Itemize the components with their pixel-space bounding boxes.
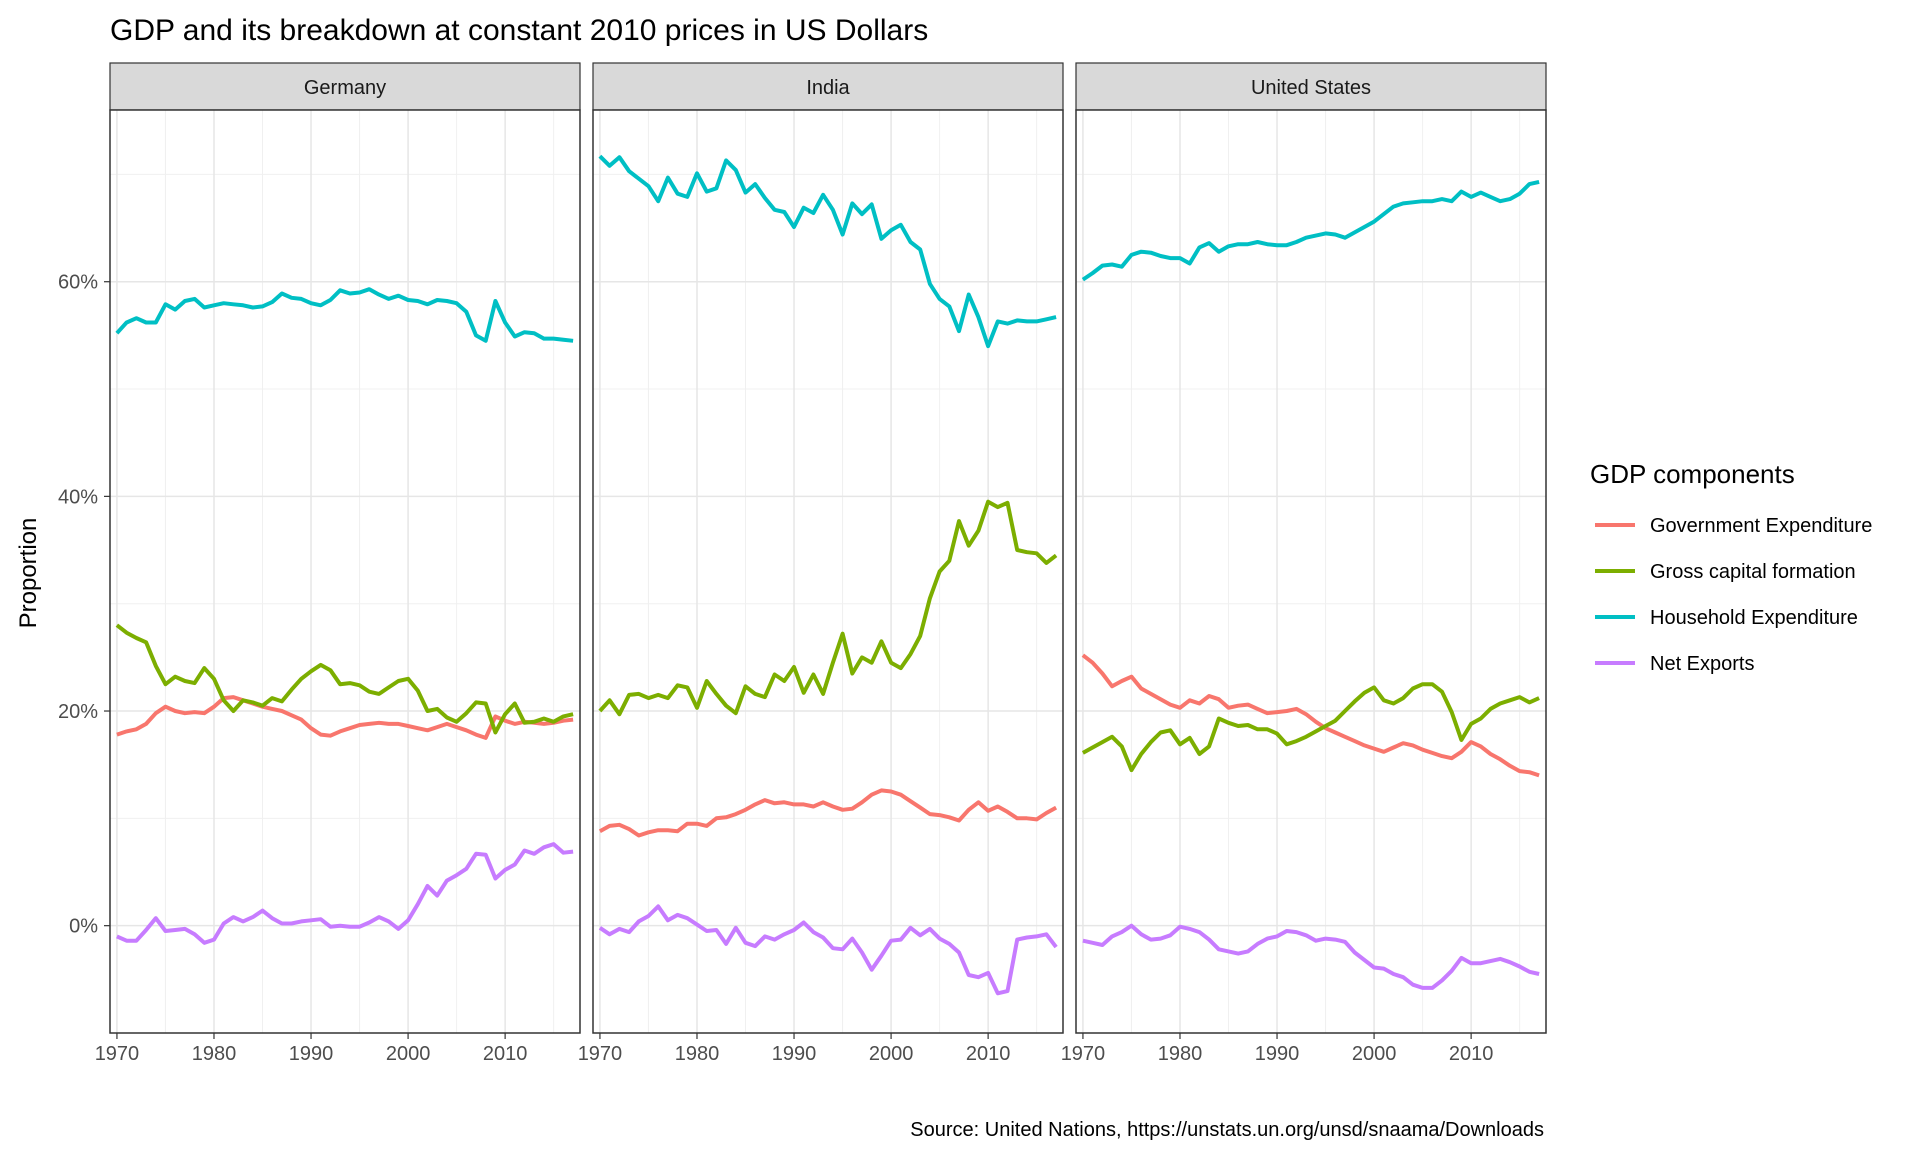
panel-border (592, 109, 1064, 1034)
y-tick-label: 0% (69, 916, 98, 938)
series-line-net-exports (1082, 923, 1540, 990)
panel-background (1076, 110, 1546, 1033)
x-tick-label: 1980 (675, 1043, 720, 1065)
x-tick-label: 2000 (1352, 1043, 1397, 1065)
legend-item: Net Exports (1595, 653, 1754, 675)
x-tick-label: 2010 (966, 1043, 1011, 1065)
legend-label: Household Expenditure (1650, 607, 1858, 629)
panel-border (109, 109, 581, 1034)
series-line-net-exports (116, 842, 574, 945)
panel-india: India 1970 1980 1990 2000 2010 (578, 62, 1064, 1065)
y-axis: 0% 20% 40% 60% (58, 272, 110, 938)
x-tick-label: 1970 (578, 1043, 623, 1065)
y-tick-label: 40% (58, 486, 98, 508)
x-tick-label: 1970 (1061, 1043, 1106, 1065)
source-caption: Source: United Nations, https://unstats.… (910, 1119, 1544, 1141)
series-line-household-expenditure (115, 287, 574, 343)
panel-border (1075, 109, 1547, 1034)
y-tick-label: 20% (58, 701, 98, 723)
x-tick-label: 1990 (289, 1043, 334, 1065)
series-line-government-expenditure (598, 788, 1058, 838)
legend-label: Net Exports (1650, 653, 1754, 675)
facet-strip (109, 62, 581, 111)
x-tick-label: 2000 (386, 1043, 431, 1065)
panel-background (593, 110, 1063, 1033)
series-line-gross-capital-formation (1081, 682, 1540, 773)
panel-background (110, 110, 580, 1033)
panel-germany: Germany 1970 1980 1990 2000 2010 (95, 62, 581, 1065)
facet-panels: Germany 1970 1980 1990 2000 2010 India 1970 1980… (95, 62, 1547, 1065)
legend-item: Gross capital formation (1595, 561, 1856, 583)
x-tick-label: 1980 (192, 1043, 237, 1065)
y-tick-label: 60% (58, 272, 98, 294)
facet-label: India (806, 77, 850, 99)
x-tick-label: 2010 (1449, 1043, 1494, 1065)
legend-title: GDP components (1590, 459, 1795, 489)
series-line-government-expenditure (116, 695, 574, 740)
x-tick-label: 1990 (772, 1043, 817, 1065)
chart-title: GDP and its breakdown at constant 2010 p… (110, 14, 928, 47)
facet-label: United States (1251, 77, 1371, 99)
x-tick-label: 1970 (95, 1043, 140, 1065)
facet-label: Germany (304, 77, 386, 99)
series-line-net-exports (598, 904, 1058, 996)
x-tick-label: 2010 (483, 1043, 528, 1065)
legend: GDP components Government Expenditure Gro… (1590, 459, 1872, 675)
x-tick-label: 2000 (869, 1043, 914, 1065)
series-line-government-expenditure (1081, 653, 1540, 778)
facet-strip (1075, 62, 1547, 111)
panel-united-states: United States 1970 1980 1990 2000 2010 (1061, 62, 1547, 1065)
x-tick-label: 1990 (1255, 1043, 1300, 1065)
x-tick-label: 1980 (1158, 1043, 1203, 1065)
y-axis-title: Proportion (15, 518, 42, 629)
legend-item: Government Expenditure (1595, 515, 1872, 537)
series-line-gross-capital-formation (598, 499, 1058, 717)
series-line-household-expenditure (598, 154, 1057, 349)
series-line-gross-capital-formation (115, 623, 574, 735)
legend-item: Household Expenditure (1595, 607, 1858, 629)
legend-label: Gross capital formation (1650, 561, 1856, 583)
legend-label: Government Expenditure (1650, 515, 1872, 537)
series-line-household-expenditure (1081, 179, 1540, 282)
